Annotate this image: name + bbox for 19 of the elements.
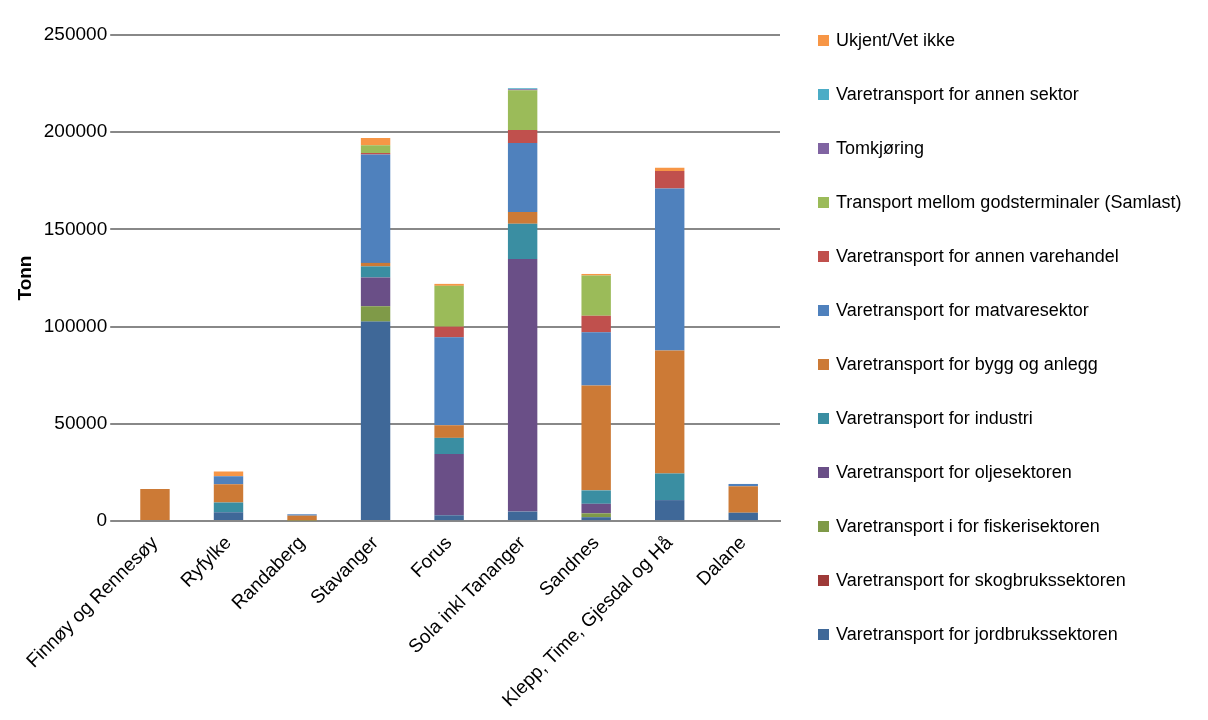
legend-label: Varetransport for skogbrukssektoren	[836, 570, 1126, 591]
y-tick-label: 100000	[43, 314, 108, 336]
y-axis-title: Tonn	[13, 255, 35, 301]
y-tick-label: 200000	[43, 120, 108, 142]
legend-label: Varetransport for annen sektor	[836, 84, 1079, 105]
y-tick-label: 50000	[54, 412, 108, 434]
legend-label: Varetransport for industri	[836, 408, 1033, 429]
legend-label: Varetransport for oljesektoren	[836, 462, 1072, 483]
legend-label: Varetransport for annen varehandel	[836, 246, 1119, 267]
y-tick-label: 250000	[43, 23, 108, 45]
legend-label: Tomkjøring	[836, 138, 925, 159]
y-tick-label: 0	[96, 509, 108, 531]
y-tick-label: 150000	[43, 217, 108, 239]
legend-label: Varetransport for jordbrukssektoren	[836, 624, 1118, 645]
legend-label: Varetransport for bygg og anlegg	[836, 354, 1098, 375]
legend-label: Varetransport for matvaresektor	[836, 300, 1089, 321]
legend-label: Ukjent/Vet ikke	[836, 30, 956, 51]
legend-label: Varetransport i for fiskerisektoren	[836, 516, 1100, 537]
legend-label: Transport mellom godsterminaler (Samlast)	[836, 192, 1182, 213]
